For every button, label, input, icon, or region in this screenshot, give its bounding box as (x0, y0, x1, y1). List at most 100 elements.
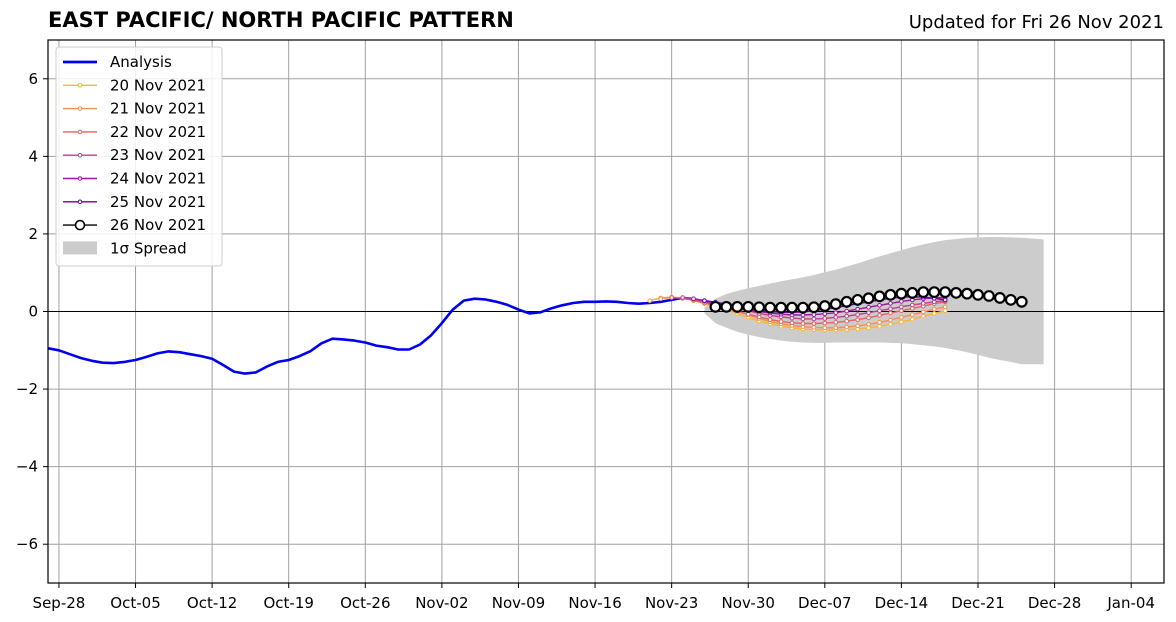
forecast-point-f24 (877, 302, 882, 308)
forecast-point-f23 (800, 316, 806, 322)
chart-title: EAST PACIFIC/ NORTH PACIFIC PATTERN (48, 8, 514, 32)
legend-marker-f24 (77, 176, 83, 181)
forecast-point-f23 (877, 308, 882, 314)
forecast-point-f21 (942, 304, 948, 310)
forecast-point-f26 (983, 290, 995, 302)
y-tick-label: −6 (16, 535, 38, 553)
forecast-point-f26 (928, 286, 941, 299)
x-tick-label: Nov-30 (722, 594, 775, 612)
legend-label: 25 Nov 2021 (110, 193, 206, 211)
forecast-point-f25 (702, 298, 707, 303)
x-tick-label: Sep-28 (33, 594, 86, 612)
legend-label: 23 Nov 2021 (110, 146, 206, 164)
forecast-point-f26 (917, 286, 930, 299)
forecast-point-f26 (895, 287, 908, 300)
x-tick-label: Nov-23 (645, 594, 698, 612)
forecast-point-f26 (950, 286, 963, 299)
forecast-point-f21 (844, 324, 850, 330)
forecast-point-f22 (833, 320, 839, 325)
forecast-point-f26 (862, 292, 875, 305)
legend-label: Analysis (110, 53, 172, 71)
forecast-point-f26 (829, 298, 842, 311)
x-tick-label: Oct-12 (187, 594, 237, 612)
forecast-point-f26 (1015, 295, 1028, 308)
forecast-point-f21 (931, 306, 937, 312)
forecast-point-f26 (961, 287, 973, 300)
forecast-point-f24 (833, 310, 839, 315)
forecast-point-f21 (658, 296, 664, 302)
series-layer (47, 286, 1028, 375)
forecast-point-f23 (910, 302, 915, 308)
forecast-point-f20 (920, 313, 926, 319)
forecast-point-f21 (910, 312, 915, 317)
forecast-point-f20 (888, 321, 893, 327)
forecast-point-f22 (899, 308, 904, 314)
legend-label: 21 Nov 2021 (110, 100, 206, 118)
legend-marker-f22 (77, 129, 83, 135)
x-tick-label: Dec-14 (875, 594, 929, 612)
x-tick-label: Dec-07 (798, 594, 852, 612)
forecast-point-f21 (811, 325, 817, 330)
forecast-point-f23 (811, 316, 817, 322)
forecast-point-f22 (866, 315, 871, 321)
forecast-point-f26 (972, 288, 984, 301)
y-tick-label: 4 (28, 147, 38, 165)
forecast-point-f22 (669, 295, 674, 300)
forecast-point-f24 (844, 308, 850, 314)
legend-box (55, 46, 223, 267)
y-tick-label: 6 (28, 70, 38, 88)
x-tick-label: Nov-16 (568, 594, 621, 612)
forecast-point-f26 (851, 293, 864, 306)
forecast-point-f21 (855, 323, 860, 329)
legend-marker-f26 (74, 219, 86, 231)
forecast-point-f22 (822, 320, 828, 326)
forecast-point-f24 (855, 306, 860, 312)
forecast-point-f23 (833, 315, 839, 320)
legend-label: 22 Nov 2021 (110, 123, 206, 141)
forecast-point-f22 (811, 321, 817, 326)
chart-subtitle: Updated for Fri 26 Nov 2021 (908, 12, 1164, 33)
forecast-point-f20 (931, 311, 937, 316)
forecast-point-f22 (789, 320, 795, 326)
forecast-point-f26 (906, 286, 919, 299)
legend-label: 20 Nov 2021 (110, 76, 206, 94)
y-tick-label: −2 (16, 380, 38, 398)
forecast-point-f24 (899, 299, 904, 304)
forecast-point-f20 (647, 298, 653, 303)
forecast-point-f20 (910, 316, 915, 322)
forecast-point-f21 (866, 321, 871, 327)
forecast-point-f23 (866, 310, 871, 315)
forecast-point-f23 (920, 301, 926, 306)
forecast-point-f26 (884, 288, 897, 301)
x-tick-label: Nov-02 (415, 594, 468, 612)
forecast-point-f26 (709, 300, 722, 313)
x-tick-label: Jan-04 (1106, 594, 1155, 612)
x-tick-label: Oct-19 (263, 594, 313, 612)
forecast-point-f22 (767, 317, 773, 322)
forecast-point-f20 (899, 319, 904, 325)
forecast-point-f26 (873, 290, 886, 303)
forecast-point-f21 (833, 325, 839, 331)
forecast-point-f21 (888, 317, 893, 323)
x-tick-label: Nov-09 (492, 594, 545, 612)
legend-marker-f25 (77, 199, 83, 205)
x-tick-label: Oct-26 (340, 594, 390, 612)
forecast-point-f23 (899, 304, 904, 310)
legend-marker-f23 (77, 152, 83, 158)
legend: Analysis 20 Nov 2021 21 Nov 2021 22 Nov 202… (55, 46, 223, 267)
forecast-point-f26 (753, 301, 766, 314)
forecast-point-f24 (811, 312, 817, 317)
forecast-point-f23 (844, 313, 850, 319)
forecast-point-f21 (899, 315, 904, 320)
x-tick-label: Oct-05 (110, 594, 160, 612)
legend-label: 26 Nov 2021 (110, 216, 206, 234)
forecast-point-f24 (866, 304, 871, 310)
forecast-point-f26 (807, 301, 820, 314)
y-tick-label: 0 (28, 303, 38, 321)
forecast-point-f25 (942, 297, 948, 303)
forecast-point-f26 (731, 300, 744, 313)
y-tick-label: 2 (28, 225, 38, 243)
legend-swatch-spread (63, 241, 97, 255)
y-tick-label: −4 (16, 458, 38, 476)
forecast-point-f21 (920, 309, 926, 315)
